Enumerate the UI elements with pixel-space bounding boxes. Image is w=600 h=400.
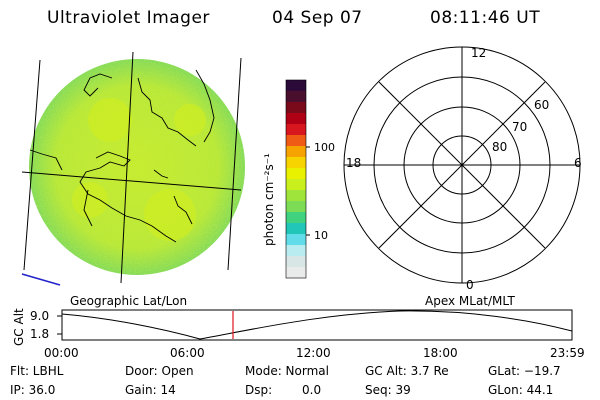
colorbar-segment — [286, 201, 306, 213]
date-label: 04 Sep 07 — [272, 8, 363, 28]
filter-value: Flt: LBHL — [10, 364, 64, 378]
instrument-title: Ultraviolet Imager — [47, 8, 210, 28]
colorbar-tick-100: 100 — [314, 141, 335, 154]
geo-grid-label: Geographic Lat/Lon — [70, 294, 188, 308]
gain-value: Gain: 14 — [125, 383, 176, 397]
door-status: Door: Open — [125, 364, 194, 378]
colorbar-segment — [286, 256, 306, 268]
colorbar-segment — [286, 80, 306, 92]
colorbar-segment — [286, 179, 306, 191]
colorbar-frame — [285, 79, 307, 279]
colorbar — [285, 79, 310, 279]
dsp-value: 0.0 — [302, 383, 322, 397]
alt-xtick-1800: 18:00 — [423, 346, 458, 360]
colorbar-segment — [286, 212, 306, 224]
seq-value: Seq: 39 — [365, 383, 411, 397]
colorbar-unit-label: photon cm⁻²s⁻¹ — [262, 153, 276, 246]
colorbar-segment — [286, 234, 306, 246]
colorbar-segment — [286, 168, 306, 180]
mode-value: Mode: Normal — [245, 364, 329, 378]
colorbar-segment — [286, 146, 306, 158]
polar-grid — [343, 46, 581, 284]
colorbar-segment — [286, 267, 306, 279]
mlt-label-18: 18 — [346, 156, 362, 170]
alt-ylabel: GC Alt — [12, 308, 26, 346]
alt-ytick-9: 9.0 — [30, 309, 50, 323]
geo-grid — [21, 51, 242, 284]
mlt-label-6: 6 — [574, 156, 582, 170]
colorbar-segment — [286, 113, 306, 125]
colorbar-segment — [286, 190, 306, 202]
uv-image — [29, 59, 245, 275]
lat-label-80: 80 — [492, 140, 508, 154]
colorbar-segment — [286, 124, 306, 136]
dsp-label: Dsp: — [245, 383, 273, 397]
colorbar-segment — [286, 157, 306, 169]
colorbar-segment — [286, 91, 306, 103]
apex-grid-label: Apex MLat/MLT — [425, 294, 515, 308]
glon-value: GLon: 44.1 — [488, 383, 554, 397]
colorbar-segment — [286, 223, 306, 235]
lat-label-60: 60 — [534, 98, 550, 112]
colorbar-tick-10: 10 — [314, 229, 328, 242]
colorbar-segment — [286, 135, 306, 147]
lat-label-70: 70 — [512, 120, 528, 134]
coastlines — [29, 69, 215, 243]
alt-xtick-1200: 12:00 — [296, 346, 331, 360]
time-label: 08:11:46 UT — [430, 8, 541, 28]
altitude-plot — [57, 309, 573, 341]
gc-alt-value: GC Alt: 3.7 Re — [365, 364, 449, 378]
colorbar-segment — [286, 245, 306, 257]
alt-xtick-0600: 06:00 — [170, 346, 205, 360]
mlt-label-0: 0 — [466, 278, 474, 292]
alt-xtick-2359: 23:59 — [550, 346, 585, 360]
alt-ytick-1-8: 1.8 — [30, 327, 50, 341]
terminator-segment — [21, 273, 61, 286]
glat-value: GLat: −19.7 — [488, 364, 561, 378]
colorbar-segment — [286, 102, 306, 114]
alt-xtick-0000: 00:00 — [44, 346, 79, 360]
mlt-label-12: 12 — [471, 46, 487, 60]
ip-value: IP: 36.0 — [10, 383, 56, 397]
